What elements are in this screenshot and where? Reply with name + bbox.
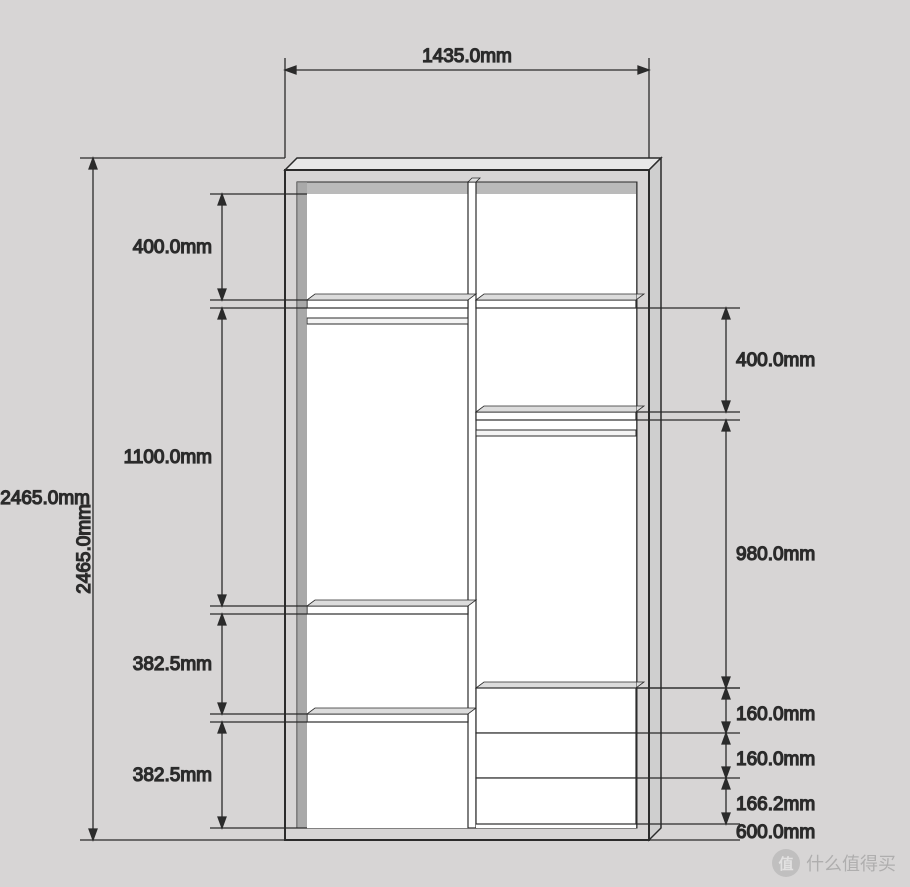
cabinet-side-iso <box>649 158 661 840</box>
right-shelf-1 <box>476 300 636 308</box>
cabinet-top-iso <box>285 158 661 170</box>
dim-top-label: 1435.0mm <box>422 46 512 67</box>
dim-right-160a: 160.0mm <box>636 688 815 733</box>
svg-text:160.0mm: 160.0mm <box>736 704 815 725</box>
svg-text:382.5mm: 382.5mm <box>133 654 212 675</box>
left-shelf-1 <box>307 300 468 308</box>
cabinet <box>285 158 661 840</box>
dim-right-160b: 160.0mm <box>636 733 815 778</box>
drawers <box>476 682 644 828</box>
dim-top: 1435.0mm <box>285 46 649 158</box>
svg-text:400.0mm: 400.0mm <box>736 350 815 371</box>
right-shelf-2 <box>476 412 636 420</box>
drawer-1 <box>476 688 636 733</box>
dim-right-980: 980.0mm <box>636 420 815 688</box>
dim-right-400: 400.0mm <box>636 308 815 412</box>
dim-left-total: 2465.0mm <box>0 158 285 840</box>
svg-text:382.5mm: 382.5mm <box>133 765 212 786</box>
watermark-text: 什么值得买 <box>806 850 896 876</box>
watermark-badge-icon: 值 <box>772 849 800 877</box>
svg-text:160.0mm: 160.0mm <box>736 749 815 770</box>
drawer-2 <box>476 733 636 778</box>
dim-right-166: 166.2mm <box>636 778 815 824</box>
wardrobe-technical-drawing: 1435.0mm 2465.0mm 2465.0mm 400.0mm 1100 <box>0 0 910 887</box>
watermark: 值 什么值得买 <box>772 849 896 877</box>
dim-left-382b: 382.5mm <box>133 722 307 828</box>
left-shelf-2 <box>307 606 468 614</box>
dim-left-400: 400.0mm <box>133 194 307 300</box>
dim-right-600: 600.0mm <box>649 822 815 843</box>
svg-text:600.0mm: 600.0mm <box>736 822 815 843</box>
left-shelf-3 <box>307 714 468 722</box>
dim-left-1100: 1100.0mm <box>124 308 307 606</box>
drawer-3 <box>476 778 636 824</box>
left-hanging-rod <box>307 318 468 324</box>
dim-left-total-label: 2465.0mm <box>74 504 95 594</box>
right-hanging-rod <box>476 430 636 436</box>
svg-text:400.0mm: 400.0mm <box>133 237 212 258</box>
svg-text:980.0mm: 980.0mm <box>736 544 815 565</box>
svg-text:166.2mm: 166.2mm <box>736 794 815 815</box>
svg-text:1100.0mm: 1100.0mm <box>124 447 212 468</box>
dim-left-382a: 382.5mm <box>133 614 307 714</box>
